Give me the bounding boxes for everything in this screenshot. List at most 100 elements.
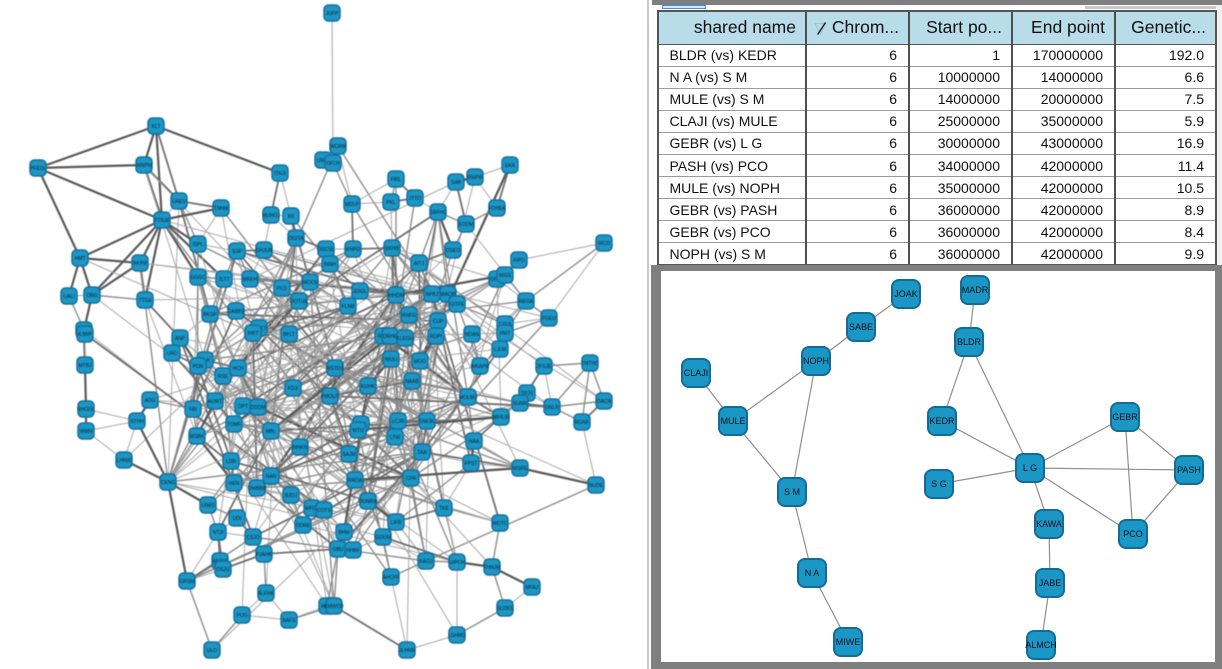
svg-text:GEBR: GEBR [1112,412,1138,422]
svg-text:SLDKS: SLDKS [497,606,514,612]
svg-text:CUP: CUP [433,319,444,325]
svg-text:EODM: EODM [459,222,474,228]
svg-text:RDPI: RDPI [430,334,442,340]
svg-text:GHJUB: GHJUB [256,248,274,254]
svg-text:CLAJI: CLAJI [684,368,709,378]
svg-text:TTGII: TTGII [139,298,152,304]
svg-text:KLEGU: KLEGU [397,336,414,342]
svg-text:UAEU: UAEU [172,199,186,205]
svg-text:WSTEG: WSTEG [326,366,344,372]
svg-text:UIPCH: UIPCH [449,560,465,566]
svg-text:FIPD: FIPD [513,258,525,264]
svg-text:CABBS: CABBS [228,309,246,315]
svg-text:L G: L G [1023,463,1037,473]
svg-text:BFLT: BFLT [283,332,295,338]
svg-text:MUHOJ: MUHOJ [262,213,280,219]
svg-text:ISPL: ISPL [193,242,204,248]
svg-text:MOO: MOO [414,359,426,365]
svg-text:BKGF: BKGF [203,312,217,318]
svg-text:JUFP: JUFP [326,11,339,17]
svg-text:OACR: OACR [597,399,612,405]
svg-text:RWPB: RWPB [468,175,484,181]
svg-text:KII: KII [288,214,294,220]
svg-text:OFLH: OFLH [326,161,340,167]
svg-text:GRSM: GRSM [180,579,195,585]
svg-text:NIUU: NIUU [385,357,398,363]
svg-text:MFAJ: MFAJ [526,585,539,591]
svg-text:OGITA: OGITA [288,236,304,242]
svg-text:AUWT: AUWT [208,399,223,405]
svg-text:FPST: FPST [465,461,478,467]
svg-text:OSJU: OSJU [216,567,230,573]
svg-text:KEDR: KEDR [929,416,955,426]
svg-text:LDR: LDR [226,459,236,465]
svg-text:DNLR: DNLR [545,405,559,411]
svg-text:SAB: SAB [451,180,462,186]
svg-text:IHFT: IHFT [247,331,258,337]
svg-text:MULE: MULE [720,416,745,426]
svg-text:MBL: MBL [266,429,277,435]
svg-text:COTS: COTS [317,508,332,514]
svg-text:JDIGL: JDIGL [353,289,367,295]
svg-text:INNH: INNH [324,262,337,268]
svg-text:SABE: SABE [849,322,873,332]
svg-text:LIFB: LIFB [391,520,402,526]
svg-text:JOAK: JOAK [894,289,918,299]
svg-text:IHHDM: IHHDM [388,293,404,299]
svg-text:RRDA: RRDA [348,478,363,484]
svg-text:NFBJ: NFBJ [426,292,439,298]
svg-text:LRO: LRO [167,351,177,357]
svg-text:MHKN: MHKN [293,445,308,451]
svg-text:KAWA: KAWA [1036,519,1062,529]
svg-text:ALFHK: ALFHK [258,591,275,597]
svg-text:WFRJR: WFRJR [492,415,510,421]
svg-text:OUNBW: OUNBW [358,499,377,505]
svg-text:JTTO: JTTO [409,196,422,202]
svg-text:MIWE: MIWE [836,637,861,647]
svg-text:MREH: MREH [243,277,258,283]
svg-text:RHODL: RHODL [77,407,95,413]
svg-text:UDI: UDI [233,516,242,522]
svg-text:GOUM: GOUM [375,535,391,541]
svg-text:KLT: KLT [152,124,161,130]
svg-text:BLDR: BLDR [957,337,982,347]
svg-text:KUHK: KUHK [361,384,376,390]
svg-text:MDLP: MDLP [345,202,360,208]
svg-text:ALMCH: ALMCH [1025,640,1057,650]
svg-text:WKAPM: WKAPM [471,364,490,370]
svg-text:MSBK: MSBK [190,434,205,440]
svg-text:MADR: MADR [962,285,989,295]
svg-text:WOCE: WOCE [302,280,318,286]
svg-text:TAA: TAA [417,450,427,456]
svg-text:PMOUT: PMOUT [321,394,339,400]
svg-text:BAFS: BAFS [282,618,296,624]
svg-text:THNJM: THNJM [484,565,501,571]
svg-text:PFEDL: PFEDL [30,166,46,172]
svg-text:FBI: FBI [189,407,197,413]
svg-text:WMN: WMN [80,429,93,435]
svg-text:ITKJI: ITKJI [274,171,286,177]
svg-text:N A: N A [805,568,820,578]
svg-text:CFR: CFR [406,476,417,482]
svg-text:PCO: PCO [1123,529,1143,539]
svg-text:FBIL: FBIL [391,177,402,183]
svg-text:RKPR: RKPR [133,261,147,267]
svg-text:MTBJ: MTBJ [78,363,92,369]
svg-text:GITFE: GITFE [450,302,465,308]
svg-text:NAA: NAA [469,439,480,445]
svg-text:CKNG: CKNG [161,480,176,486]
svg-text:PIJG: PIJG [236,613,247,619]
svg-text:OPT: OPT [238,404,248,410]
svg-text:WAOR: WAOR [440,292,456,298]
svg-text:JLTT: JLTT [218,277,229,283]
svg-text:LSHMG: LSHMG [448,633,466,639]
svg-text:UIWS: UIWS [201,503,215,509]
svg-text:FGEU: FGEU [542,316,556,322]
svg-text:BHM: BHM [338,530,349,536]
svg-text:DWJK: DWJK [420,419,435,425]
svg-text:S M: S M [784,487,800,497]
svg-text:EKA: EKA [505,163,516,169]
svg-text:AITJ: AITJ [414,261,425,267]
svg-text:WFDB: WFDB [305,506,320,512]
svg-text:WNPM: WNPM [136,163,152,169]
